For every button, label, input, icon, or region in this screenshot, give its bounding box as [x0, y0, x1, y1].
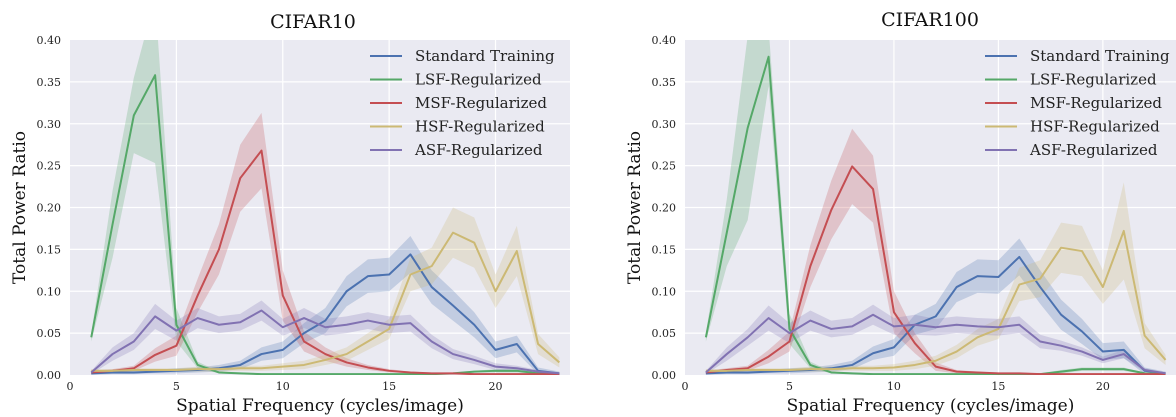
legend-label-1: Standard Training: [1030, 47, 1170, 65]
chart-panel-2: 0 5 10 15 20 0.00 0.05 0.10 0.15 0.20 0.25 0.30 0.35…: [625, 9, 1176, 416]
y-tick-label: 0.20: [652, 202, 677, 215]
y-axis-label: Total Power Ratio: [10, 131, 30, 284]
series-line-5: [90, 309, 560, 375]
x-tick-label: 0: [682, 380, 689, 393]
legend: Standard Training LSF-Regularized MSF-Regu…: [985, 47, 1170, 159]
y-tick-label: 0.15: [37, 243, 62, 256]
x-tick-label: 5: [786, 380, 793, 393]
chart-title: CIFAR100: [881, 9, 979, 31]
y-tick-label: 0.05: [652, 327, 677, 340]
series-line-2: [704, 55, 1166, 375]
legend-label-3: MSF-Regularized: [415, 94, 547, 112]
y-tick-label: 0.25: [652, 160, 677, 173]
legend-label-4: HSF-Regularized: [415, 118, 545, 136]
series-band-5: [91, 300, 560, 375]
legend-label-3: MSF-Regularized: [1030, 94, 1162, 112]
series-band-1: [705, 238, 1166, 375]
y-tick-label: 0.20: [37, 202, 62, 215]
legend-label-5: ASF-Regularized: [1029, 141, 1158, 159]
series-line-5: [705, 313, 1166, 375]
x-tick-label: 15: [991, 380, 1005, 393]
chart-title: CIFAR10: [270, 11, 356, 33]
legend-label-5: ASF-Regularized: [414, 141, 543, 159]
x-tick-label: 15: [382, 380, 396, 393]
y-tick-label: 0.30: [37, 118, 62, 131]
series-band-5: [705, 304, 1166, 375]
y-tick-label: 0.25: [37, 160, 62, 173]
y-tick-label: 0.10: [37, 285, 62, 298]
series-line-3: [91, 149, 560, 375]
x-tick-label: 20: [489, 380, 503, 393]
y-tick-label: 0.35: [652, 76, 677, 89]
legend: Standard Training LSF-Regularized MSF-Regu…: [370, 47, 555, 159]
x-tick-label: 0: [67, 380, 74, 393]
y-tick-label: 0.40: [37, 34, 62, 47]
y-tick-label: 0.05: [37, 327, 62, 340]
y-tick-label: 0.10: [652, 285, 677, 298]
series-line-4: [705, 229, 1167, 372]
series-line-4: [91, 231, 561, 372]
legend-label-2: LSF-Regularized: [1030, 71, 1157, 89]
y-tick-label: 0.15: [652, 243, 677, 256]
series-band-2: [705, 40, 1166, 375]
legend-label-4: HSF-Regularized: [1030, 118, 1160, 136]
chart-panel-1: 0 5 10 15 20 0.00 0.05 0.10 0.15 0.20 0.25 0.30 0.35…: [10, 11, 570, 416]
y-tick-label: 0.00: [652, 369, 677, 382]
y-tick-label: 0.35: [37, 76, 62, 89]
series-band-1: [91, 235, 560, 375]
x-axis-label: Spatial Frequency (cycles/image): [176, 396, 464, 416]
y-axis-label: Total Power Ratio: [625, 131, 645, 284]
x-tick-label: 10: [276, 380, 290, 393]
y-tick-label: 0.30: [652, 118, 677, 131]
series-line-3: [705, 165, 1166, 375]
y-tick-label: 0.40: [652, 34, 677, 47]
x-axis-label: Spatial Frequency (cycles/image): [787, 396, 1075, 416]
x-tick-label: 10: [887, 380, 901, 393]
series-band-2: [91, 40, 560, 375]
x-tick-label: 20: [1096, 380, 1110, 393]
series-line-1: [91, 253, 560, 375]
legend-label-1: Standard Training: [415, 47, 555, 65]
x-tick-label: 5: [173, 380, 180, 393]
series-line-2: [90, 74, 560, 375]
series-band-4: [705, 182, 1166, 373]
y-tick-label: 0.00: [37, 369, 62, 382]
series-line-1: [705, 255, 1166, 375]
legend-label-2: LSF-Regularized: [415, 71, 542, 89]
